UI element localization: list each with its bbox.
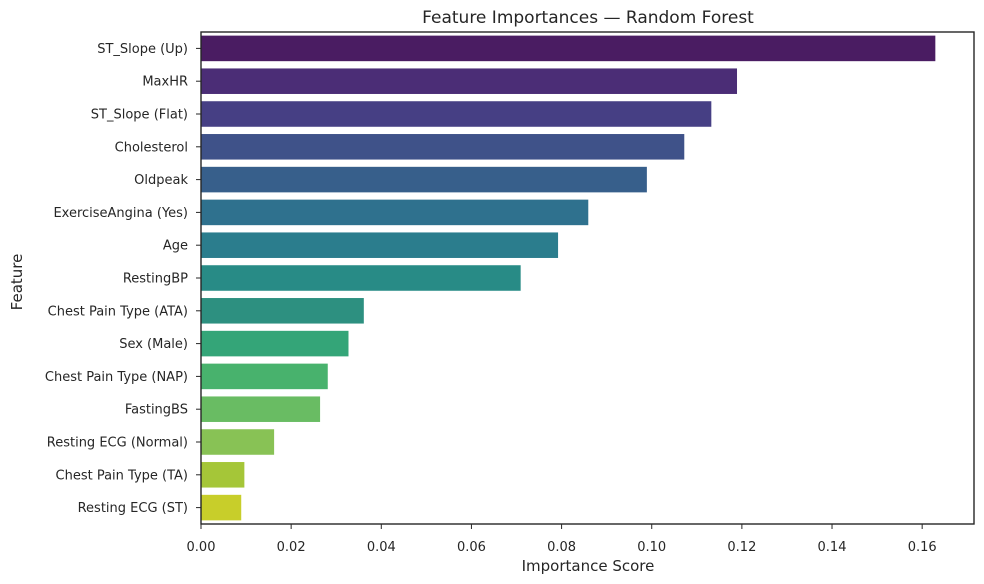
x-tick-label-4: 0.08: [547, 540, 576, 555]
bar-0: [200, 34, 937, 62]
x-tick-label-1: 0.02: [277, 540, 306, 555]
y-tick-label-2: ST_Slope (Flat): [91, 108, 188, 123]
bar-9: [200, 330, 350, 358]
x-tick-label-3: 0.06: [457, 540, 486, 555]
plot-frame: [200, 31, 975, 525]
bar-13: [200, 461, 246, 489]
bar-10: [200, 362, 329, 390]
bar-12: [200, 428, 275, 456]
y-tick-labels: ST_Slope (Up) MaxHR ST_Slope (Flat) Cholest…: [45, 42, 201, 516]
x-tick-label-7: 0.14: [818, 540, 847, 555]
y-tick-label-3: Cholesterol: [115, 140, 188, 155]
x-tick-labels: 0.00 0.02 0.04 0.06 0.08 0.10 0.12 0.14 0.16: [187, 524, 937, 555]
x-tick-label-8: 0.16: [908, 540, 937, 555]
bar-8: [200, 297, 365, 325]
y-tick-label-5: ExerciseAngina (Yes): [53, 206, 188, 221]
bar-2: [200, 100, 713, 128]
bar-5: [200, 198, 589, 226]
y-tick-label-6: Age: [163, 239, 188, 254]
bar-4: [200, 166, 648, 194]
bar-11: [200, 395, 321, 423]
y-tick-label-10: Chest Pain Type (NAP): [45, 370, 188, 385]
x-tick-label-2: 0.04: [367, 540, 396, 555]
bar-7: [200, 264, 522, 292]
bar-3: [200, 133, 685, 161]
bar-14: [200, 494, 242, 522]
x-tick-label-5: 0.10: [637, 540, 666, 555]
y-tick-label-11: FastingBS: [125, 403, 188, 418]
x-tick-label-0: 0.00: [187, 540, 216, 555]
y-tick-label-13: Chest Pain Type (TA): [56, 468, 188, 483]
x-axis-label: Importance Score: [522, 557, 655, 575]
y-tick-label-9: Sex (Male): [119, 337, 188, 352]
y-tick-label-12: Resting ECG (Normal): [47, 436, 188, 451]
bar-1: [200, 67, 738, 95]
bar-6: [200, 231, 559, 259]
y-tick-label-4: Oldpeak: [134, 173, 188, 188]
y-tick-label-7: RestingBP: [123, 272, 188, 287]
x-tick-label-6: 0.12: [727, 540, 756, 555]
y-axis-label: Feature: [8, 254, 26, 311]
bars-group: [200, 34, 937, 522]
chart-title: Feature Importances — Random Forest: [422, 8, 754, 28]
y-tick-label-1: MaxHR: [142, 75, 188, 90]
y-tick-label-14: Resting ECG (ST): [78, 501, 188, 516]
y-tick-label-8: Chest Pain Type (ATA): [48, 304, 188, 319]
y-tick-label-0: ST_Slope (Up): [97, 42, 188, 57]
